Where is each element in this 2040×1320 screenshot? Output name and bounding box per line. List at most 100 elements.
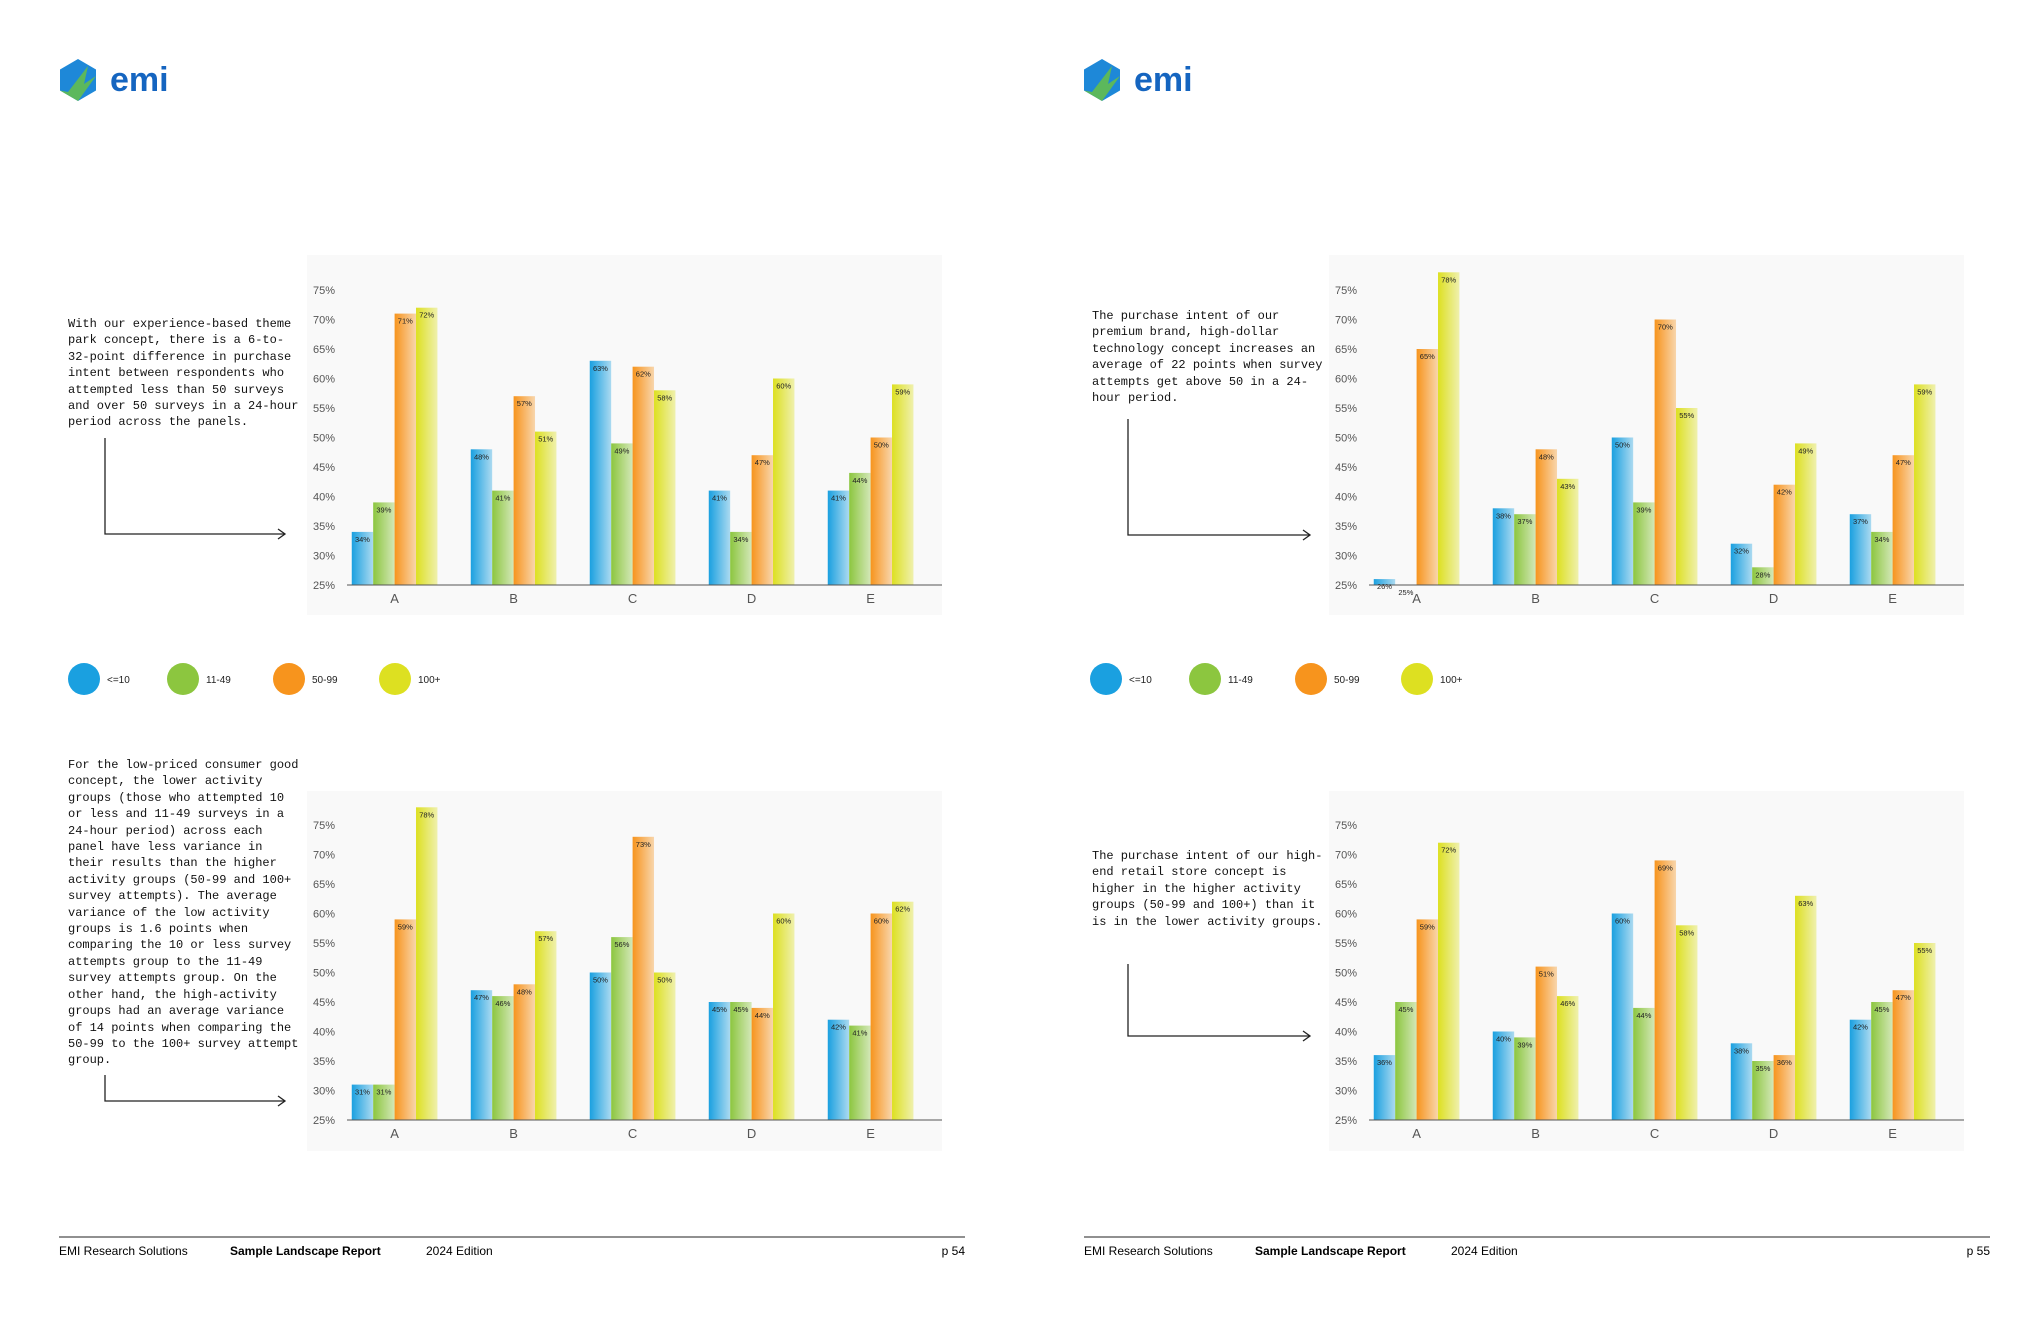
value-label: 58% bbox=[657, 393, 672, 402]
bar bbox=[1871, 531, 1893, 585]
value-label: 49% bbox=[614, 446, 629, 455]
value-label: 59% bbox=[1420, 922, 1435, 931]
logo-text: emi bbox=[1134, 61, 1193, 99]
legend-label: 50-99 bbox=[312, 675, 338, 686]
y-tick-label: 75% bbox=[1335, 820, 1357, 832]
arrow-head bbox=[277, 528, 287, 540]
bar bbox=[1654, 860, 1677, 1120]
bar bbox=[708, 1002, 731, 1120]
value-label: 41% bbox=[712, 494, 727, 503]
y-tick-label: 30% bbox=[1335, 551, 1357, 563]
bar bbox=[1557, 478, 1579, 585]
bar bbox=[632, 836, 655, 1120]
value-label: 48% bbox=[517, 987, 532, 996]
y-tick-label: 55% bbox=[1335, 938, 1357, 950]
legend-label: 11-49 bbox=[1228, 675, 1253, 686]
footer-edition: 2024 Edition bbox=[426, 1244, 493, 1258]
y-tick-label: 70% bbox=[1335, 850, 1357, 862]
bar bbox=[1535, 966, 1558, 1120]
bar bbox=[730, 531, 752, 585]
bar bbox=[394, 313, 417, 585]
legend-swatch bbox=[273, 663, 305, 695]
value-label: 70% bbox=[1658, 323, 1673, 332]
y-tick-label: 25% bbox=[1335, 1115, 1357, 1127]
y-tick-label: 40% bbox=[1335, 1027, 1357, 1039]
value-label: 46% bbox=[1560, 999, 1575, 1008]
bar bbox=[1654, 319, 1677, 585]
bar bbox=[654, 972, 676, 1120]
y-tick-label: 75% bbox=[313, 820, 335, 832]
y-tick-label: 75% bbox=[313, 285, 335, 297]
x-tick-label: C bbox=[628, 591, 637, 606]
page-2-header: emi bbox=[1084, 59, 1193, 101]
y-tick-label: 35% bbox=[1335, 1056, 1357, 1068]
y-tick-label: 65% bbox=[1335, 879, 1357, 891]
x-tick-label: D bbox=[1769, 1126, 1778, 1141]
legend-swatch bbox=[1189, 663, 1221, 695]
bar bbox=[892, 901, 914, 1120]
footer-org: EMI Research Solutions bbox=[1084, 1244, 1213, 1258]
legend: <=10 11-49 50-99 100+ bbox=[1090, 663, 1463, 695]
bar bbox=[416, 307, 438, 585]
bar bbox=[611, 443, 633, 585]
x-tick-label: B bbox=[1531, 591, 1540, 606]
value-label: 50% bbox=[1615, 441, 1630, 450]
footer-page: p 54 bbox=[942, 1244, 966, 1258]
bar bbox=[1752, 1061, 1774, 1120]
page-1-header: emi bbox=[60, 59, 169, 101]
chart: 25% 30% 35% 40% 45% 50% 55% 60% 65% 70% 75% A 26% 25%… bbox=[1329, 255, 1964, 615]
bar bbox=[1730, 1043, 1753, 1120]
y-tick-label: 55% bbox=[313, 938, 335, 950]
y-tick-label: 70% bbox=[1335, 315, 1357, 327]
legend-swatch bbox=[379, 663, 411, 695]
value-label: 45% bbox=[1398, 1005, 1413, 1014]
x-tick-label: A bbox=[1412, 591, 1421, 606]
value-label: 34% bbox=[733, 535, 748, 544]
bar bbox=[1514, 514, 1536, 585]
x-tick-label: D bbox=[1769, 591, 1778, 606]
bar bbox=[1849, 1019, 1872, 1120]
chart: 25% 30% 35% 40% 45% 50% 55% 60% 65% 70% 75% A 36% 45%… bbox=[1329, 791, 1964, 1151]
value-label: 69% bbox=[1658, 863, 1673, 872]
value-label: 63% bbox=[1798, 899, 1813, 908]
legend-label: 50-99 bbox=[1334, 675, 1360, 686]
x-tick-label: A bbox=[390, 1126, 399, 1141]
chart: 25% 30% 35% 40% 45% 50% 55% 60% 65% 70% 75% A 34% 39%… bbox=[307, 255, 942, 615]
value-label: 62% bbox=[895, 905, 910, 914]
value-label: 59% bbox=[398, 922, 413, 931]
value-label: 47% bbox=[474, 993, 489, 1002]
y-tick-label: 75% bbox=[1335, 285, 1357, 297]
footers: EMI Research Solutions Sample Landscape … bbox=[59, 1236, 1990, 1258]
value-label: 58% bbox=[1679, 928, 1694, 937]
x-tick-label: E bbox=[1888, 1126, 1897, 1141]
legend-label: 100+ bbox=[418, 675, 441, 686]
value-label: 46% bbox=[495, 999, 510, 1008]
value-label: 42% bbox=[831, 1023, 846, 1032]
value-label: 78% bbox=[1441, 275, 1456, 284]
x-tick-label: E bbox=[1888, 591, 1897, 606]
y-tick-label: 50% bbox=[313, 968, 335, 980]
x-tick-label: B bbox=[509, 591, 518, 606]
bar bbox=[892, 384, 914, 585]
value-label: 50% bbox=[657, 976, 672, 985]
value-label: 35% bbox=[1755, 1064, 1770, 1073]
value-label: 37% bbox=[1517, 517, 1532, 526]
arrow bbox=[1127, 419, 1310, 536]
value-label: 55% bbox=[1679, 411, 1694, 420]
y-tick-label: 55% bbox=[1335, 403, 1357, 415]
y-tick-label: 45% bbox=[313, 462, 335, 474]
bar bbox=[1730, 543, 1753, 585]
bar bbox=[1492, 1031, 1515, 1120]
legend-label: <=10 bbox=[1129, 675, 1152, 686]
bar bbox=[1557, 996, 1579, 1120]
bar bbox=[870, 437, 893, 585]
x-tick-label: D bbox=[747, 591, 756, 606]
bar bbox=[1416, 349, 1439, 585]
bar bbox=[470, 990, 493, 1120]
bar bbox=[1395, 1002, 1417, 1120]
y-tick-label: 50% bbox=[313, 433, 335, 445]
value-label: 36% bbox=[1777, 1058, 1792, 1067]
value-label: 38% bbox=[1496, 511, 1511, 520]
y-tick-label: 65% bbox=[1335, 344, 1357, 356]
